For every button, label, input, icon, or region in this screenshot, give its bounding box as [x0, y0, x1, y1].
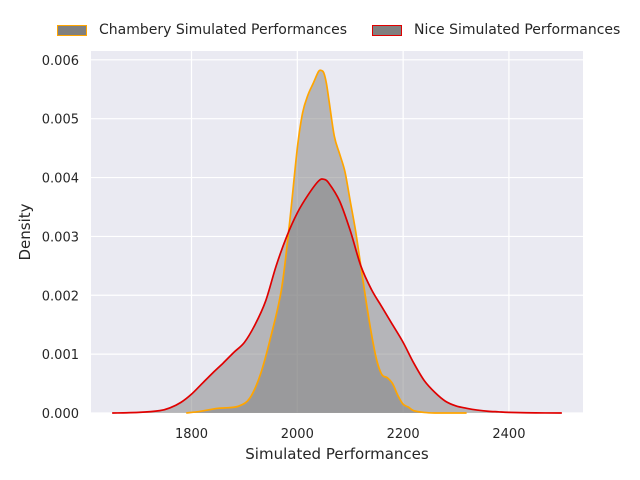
y-tick-label: 0.000 — [42, 407, 79, 422]
x-tick-label: 2200 — [387, 427, 420, 442]
y-tick-label: 0.006 — [42, 54, 79, 69]
y-tick-label: 0.002 — [42, 289, 79, 304]
y-tick-label: 0.003 — [42, 230, 79, 245]
x-tick-label: 1800 — [175, 427, 208, 442]
y-tick-label: 0.004 — [42, 172, 79, 187]
series-line-chambery — [186, 69, 467, 414]
tick-labels: 1800 2000 2200 2400 0.000 0.001 0.002 0.003 0.00… — [42, 54, 526, 442]
legend: Chambery Simulated Performances Nice Sim… — [0, 20, 640, 42]
legend-swatch-nice — [372, 24, 402, 36]
legend-item-chambery: Chambery Simulated Performances — [57, 20, 347, 40]
legend-label-nice: Nice Simulated Performances — [414, 22, 621, 38]
legend-item-nice: Nice Simulated Performances — [372, 20, 620, 40]
y-tick-label: 0.005 — [42, 113, 79, 128]
y-tick-label: 0.001 — [42, 348, 79, 363]
series-layer — [112, 69, 562, 414]
x-axis-title: Simulated Performances — [245, 445, 429, 463]
x-tick-label: 2000 — [281, 427, 314, 442]
x-tick-label: 2400 — [492, 427, 525, 442]
series-line-nice — [112, 178, 562, 414]
legend-label-chambery: Chambery Simulated Performances — [99, 22, 348, 38]
legend-swatch-chambery — [57, 24, 87, 36]
series-area-nice — [112, 179, 562, 413]
y-axis-title: Density — [16, 203, 34, 260]
